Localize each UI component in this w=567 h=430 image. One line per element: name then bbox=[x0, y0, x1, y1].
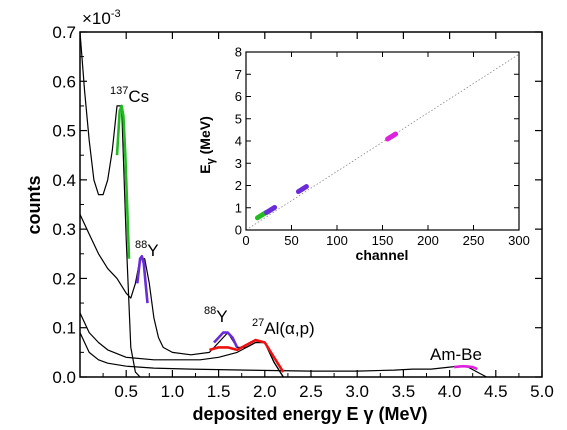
inset-point-1 bbox=[264, 204, 278, 215]
x-tick-label: 4.0 bbox=[438, 382, 462, 401]
y-tick-label: 0.7 bbox=[52, 23, 76, 42]
inset-point-2 bbox=[295, 184, 309, 195]
series-line-1 bbox=[79, 214, 284, 378]
x-axis-label: deposited energy E γ (MeV) bbox=[192, 404, 427, 424]
y-tick-label: 0.1 bbox=[52, 319, 76, 338]
annotation-al27: 27Al(α,p) bbox=[252, 317, 315, 338]
x-tick-label: 4.5 bbox=[484, 382, 508, 401]
inset-y-tick-label: 0 bbox=[235, 223, 242, 238]
y-axis-label: counts bbox=[24, 175, 44, 234]
inset-y-tick-label: 7 bbox=[235, 67, 242, 82]
inset-y-tick-label: 1 bbox=[235, 200, 242, 215]
inset-x-tick-label: 150 bbox=[372, 233, 394, 248]
x-tick-label: 0.5 bbox=[114, 382, 138, 401]
annotation-cs137: 137Cs bbox=[110, 85, 149, 106]
x-tick-label: 5.0 bbox=[530, 382, 554, 401]
series-line-7 bbox=[209, 338, 285, 373]
main-y-ticks: 0.0 0.1 0.2 0.3 0.4 0.5 0.6 0.7 bbox=[52, 23, 542, 387]
inset-y-tick-label: 6 bbox=[235, 89, 242, 104]
y-tick-label: 0.0 bbox=[52, 368, 76, 387]
inset-y-tick-label: 2 bbox=[235, 178, 242, 193]
inset-plot: 0 50 100 150 200 250 300 0 1 2 3 4 5 6 7 8 channel Eγ … bbox=[197, 45, 530, 264]
x-tick-label: 1.0 bbox=[161, 382, 185, 401]
y-tick-label: 0.4 bbox=[52, 171, 76, 190]
x-tick-label: 3.0 bbox=[345, 382, 369, 401]
inset-fit-line bbox=[245, 53, 520, 231]
inset-x-tick-label: 250 bbox=[463, 233, 485, 248]
annotation-y88-low: 88Y bbox=[135, 239, 159, 260]
series-line-4 bbox=[115, 104, 131, 259]
inset-x-ticks: 0 50 100 150 200 250 300 bbox=[242, 52, 530, 248]
series-line-0 bbox=[79, 31, 141, 378]
main-plot-marks bbox=[79, 31, 487, 378]
series-line-6 bbox=[213, 331, 239, 348]
x-tick-label: 1.5 bbox=[207, 382, 231, 401]
y-tick-label: 0.6 bbox=[52, 72, 76, 91]
inset-y-axis-label: Eγ (MeV) bbox=[197, 116, 217, 173]
x-tick-label: 2.5 bbox=[299, 382, 323, 401]
y-tick-label: 0.2 bbox=[52, 269, 76, 288]
annotation-ambe: Am-Be bbox=[430, 345, 482, 364]
inset-y-tick-label: 8 bbox=[235, 45, 242, 60]
series-line-8 bbox=[454, 364, 478, 371]
x-tick-label: 2.0 bbox=[253, 382, 277, 401]
inset-plot-marks bbox=[245, 53, 520, 231]
inset-x-tick-label: 200 bbox=[417, 233, 439, 248]
main-x-ticks: 0.5 1.0 1.5 2.0 2.5 3.0 3.5 4.0 4.5 5.0 bbox=[102, 32, 554, 401]
y-scale-prefix: ×10-3 bbox=[82, 8, 121, 28]
inset-x-tick-label: 0 bbox=[242, 233, 249, 248]
series-line-5 bbox=[136, 255, 149, 304]
y-tick-label: 0.5 bbox=[52, 122, 76, 141]
inset-x-axis-label: channel bbox=[356, 247, 409, 263]
inset-y-tick-label: 3 bbox=[235, 156, 242, 171]
inset-y-tick-label: 5 bbox=[235, 111, 242, 126]
inset-background bbox=[245, 51, 520, 231]
inset-x-tick-label: 100 bbox=[326, 233, 348, 248]
main-plot: 0.5 1.0 1.5 2.0 2.5 3.0 3.5 4.0 4.5 5.0 0.0 0.1 0.2… bbox=[24, 8, 554, 424]
inset-point-0 bbox=[254, 210, 268, 221]
x-tick-label: 3.5 bbox=[392, 382, 416, 401]
inset-y-tick-label: 4 bbox=[235, 134, 242, 149]
inset-x-tick-label: 50 bbox=[284, 233, 298, 248]
annotation-y88-high: 88Y bbox=[204, 305, 228, 326]
inset-y-ticks: 0 1 2 3 4 5 6 7 8 bbox=[235, 45, 519, 238]
inset-x-tick-label: 300 bbox=[508, 233, 530, 248]
inset-point-3 bbox=[385, 131, 399, 142]
y-tick-label: 0.3 bbox=[52, 220, 76, 239]
